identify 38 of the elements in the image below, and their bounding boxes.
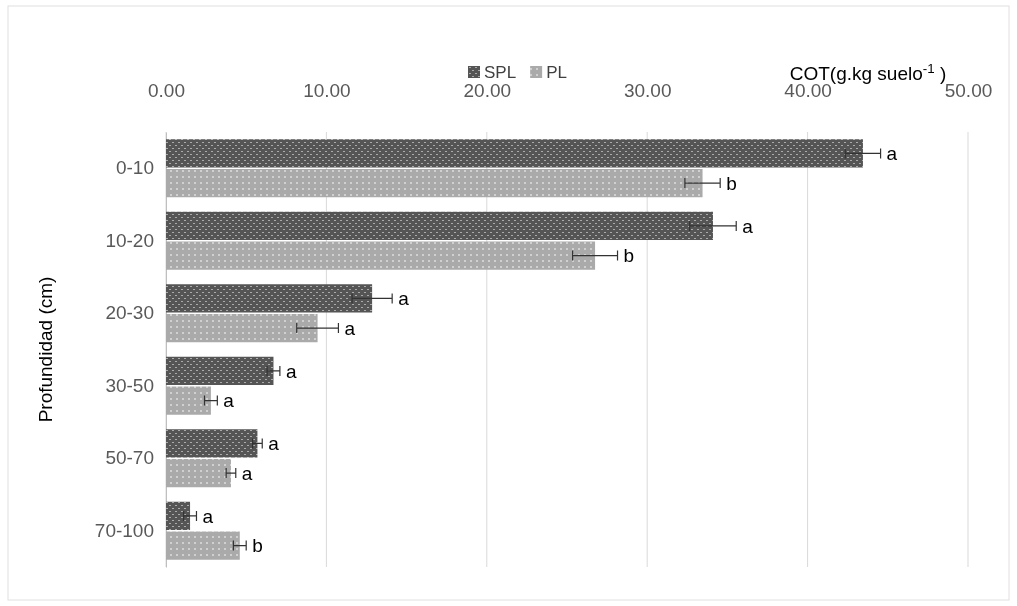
bar <box>166 284 373 313</box>
annotation: a <box>344 317 356 339</box>
bar <box>166 356 274 386</box>
legend-label: SPL <box>484 62 517 82</box>
legend-label: PL <box>546 62 567 82</box>
annotation: b <box>623 245 635 267</box>
y-tick-label: 70-100 <box>94 519 154 541</box>
annotation: a <box>268 433 280 455</box>
annotation: b <box>252 535 263 557</box>
x-tick-label: 0.00 <box>148 80 185 101</box>
bar <box>166 458 231 488</box>
annotation: a <box>241 462 253 484</box>
annotation: a <box>223 390 235 412</box>
annotation: a <box>202 505 214 527</box>
bar <box>166 168 703 198</box>
x-tick-label: 20.00 <box>463 80 512 101</box>
x-tick-label: 10.00 <box>303 80 351 101</box>
y-tick-label: 30-50 <box>105 374 154 396</box>
annotation: a <box>886 143 898 165</box>
bar <box>166 313 318 343</box>
x-tick-label: 50.00 <box>944 80 993 101</box>
y-tick-label: 0-10 <box>115 157 154 179</box>
bar <box>166 429 258 458</box>
bar <box>166 211 713 241</box>
bar <box>166 386 211 415</box>
annotation: a <box>742 215 754 237</box>
annotation: a <box>398 288 410 310</box>
bar <box>166 531 240 560</box>
y-tick-label: 20-30 <box>105 302 154 324</box>
y-tick-label: 10-20 <box>105 229 154 251</box>
y-axis-title: Profundidad (cm) <box>35 276 56 423</box>
x-tick-label: 30.00 <box>623 80 672 101</box>
y-tick-label: 50-70 <box>105 447 154 469</box>
bar <box>166 501 191 531</box>
annotation: b <box>726 172 737 194</box>
annotation: a <box>285 360 297 382</box>
bar <box>166 139 863 168</box>
bar <box>166 241 596 270</box>
